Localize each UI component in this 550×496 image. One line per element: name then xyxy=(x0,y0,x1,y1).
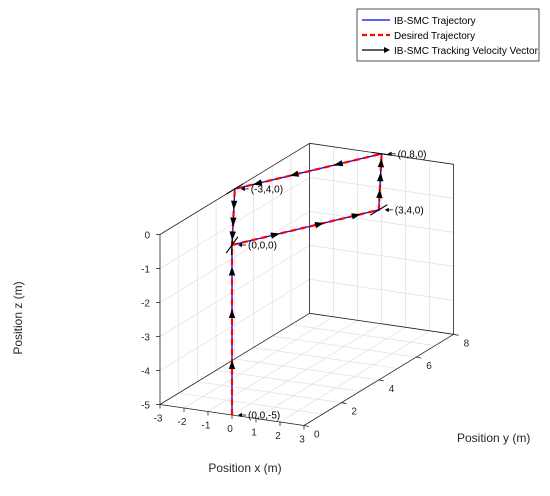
annotation-label: (0,0,0) xyxy=(248,241,277,252)
x-tick-label: -1 xyxy=(202,421,211,432)
annotation-arrow xyxy=(384,207,389,213)
z-tick-label: 0 xyxy=(144,231,150,242)
grid-line-back-z xyxy=(309,210,454,233)
grid-layer xyxy=(159,142,455,426)
annotation-label: (0,8,0) xyxy=(398,149,427,160)
y-tick-mark xyxy=(303,425,310,427)
y-tick-label: 6 xyxy=(426,361,432,372)
legend-arrowhead xyxy=(384,47,390,53)
legend-label-ib-smc: IB-SMC Trajectory xyxy=(394,16,476,27)
z-tick-label: -1 xyxy=(141,265,150,276)
annotation-label: (3,4,0) xyxy=(395,205,424,216)
velocity-vector-stroke xyxy=(371,151,392,156)
legend-label-velocity: IB-SMC Tracking Velocity Vector xyxy=(394,46,539,57)
velocity-vector-stroke xyxy=(225,183,244,195)
x-tick-label: 3 xyxy=(299,435,305,446)
velocity-arrow xyxy=(333,160,344,167)
y-tick-mark xyxy=(416,356,422,359)
y-tick-label: 0 xyxy=(314,430,320,441)
velocity-arrow xyxy=(230,217,237,227)
series-layer xyxy=(225,151,392,415)
grid-line-floor-y xyxy=(234,358,379,381)
x-tick-label: 0 xyxy=(227,424,233,435)
velocity-arrow xyxy=(252,179,263,186)
z-tick-label: -5 xyxy=(141,401,150,412)
velocity-arrow xyxy=(228,360,236,369)
legend: IB-SMC Trajectory Desired Trajectory IB-… xyxy=(356,8,540,62)
grid-line-floor-y xyxy=(290,324,435,347)
x-tick-label: -3 xyxy=(154,414,163,425)
grid-line-floor-y xyxy=(178,392,323,415)
x-tick-label: -2 xyxy=(178,417,187,428)
point-annotations: (0,0,-5) (0,0,0) (3,4,0) (0,8,0) (-3,4,0) xyxy=(238,149,427,422)
z-axis-label: Position z (m) xyxy=(11,281,25,354)
x-tick-label: 2 xyxy=(275,431,281,442)
grid-line-floor-y xyxy=(272,335,417,358)
grid-line-floor-y xyxy=(253,347,398,369)
grid-line-left-z xyxy=(159,278,310,371)
annotation-arrow xyxy=(387,151,392,156)
velocity-arrow xyxy=(377,158,385,168)
y-tick-mark xyxy=(453,333,459,336)
annotation-arrow xyxy=(240,186,245,192)
annotation-label: (0,0,-5) xyxy=(248,411,280,422)
x-tick-label: 1 xyxy=(251,428,257,439)
velocity-arrow xyxy=(228,266,236,276)
annotation-arrow xyxy=(238,412,242,418)
grid-line-floor-y xyxy=(197,381,342,404)
x-axis-label: Position x (m) xyxy=(208,461,281,475)
y-tick-label: 2 xyxy=(351,407,357,418)
grid-line-left-z xyxy=(159,244,310,337)
y-tick-label: 8 xyxy=(464,338,470,349)
grid-line-back-z xyxy=(309,278,454,301)
grid-line-back-z xyxy=(309,244,454,267)
velocity-arrow xyxy=(351,213,361,220)
velocity-vector-stroke xyxy=(230,234,234,256)
legend-label-desired: Desired Trajectory xyxy=(394,31,475,42)
velocity-arrow xyxy=(377,172,384,182)
y-tick-label: 4 xyxy=(389,384,395,395)
grid-line-back-z xyxy=(309,176,454,199)
annotation-label: (-3,4,0) xyxy=(251,184,283,195)
y-tick-mark xyxy=(378,379,384,382)
box-edge xyxy=(309,312,454,335)
grid-line-left-z xyxy=(159,176,310,269)
velocity-arrow xyxy=(376,189,383,199)
z-tick-label: -3 xyxy=(141,333,150,344)
velocity-vector-stroke xyxy=(369,204,388,216)
grid-line-floor-y xyxy=(216,369,361,392)
velocity-arrow xyxy=(270,232,280,239)
velocity-arrow xyxy=(289,170,300,177)
annotation-arrow xyxy=(238,242,242,248)
y-axis-label: Position y (m) xyxy=(457,431,530,445)
axes-layer xyxy=(156,142,459,430)
grid-line-left-z xyxy=(159,210,310,303)
velocity-arrow xyxy=(314,222,324,229)
y-tick-mark xyxy=(341,402,347,405)
box-edge xyxy=(159,312,310,405)
z-tick-label: -4 xyxy=(141,367,150,378)
velocity-arrow xyxy=(231,200,238,210)
z-tick-label: -2 xyxy=(141,299,150,310)
velocity-arrow xyxy=(228,309,236,318)
